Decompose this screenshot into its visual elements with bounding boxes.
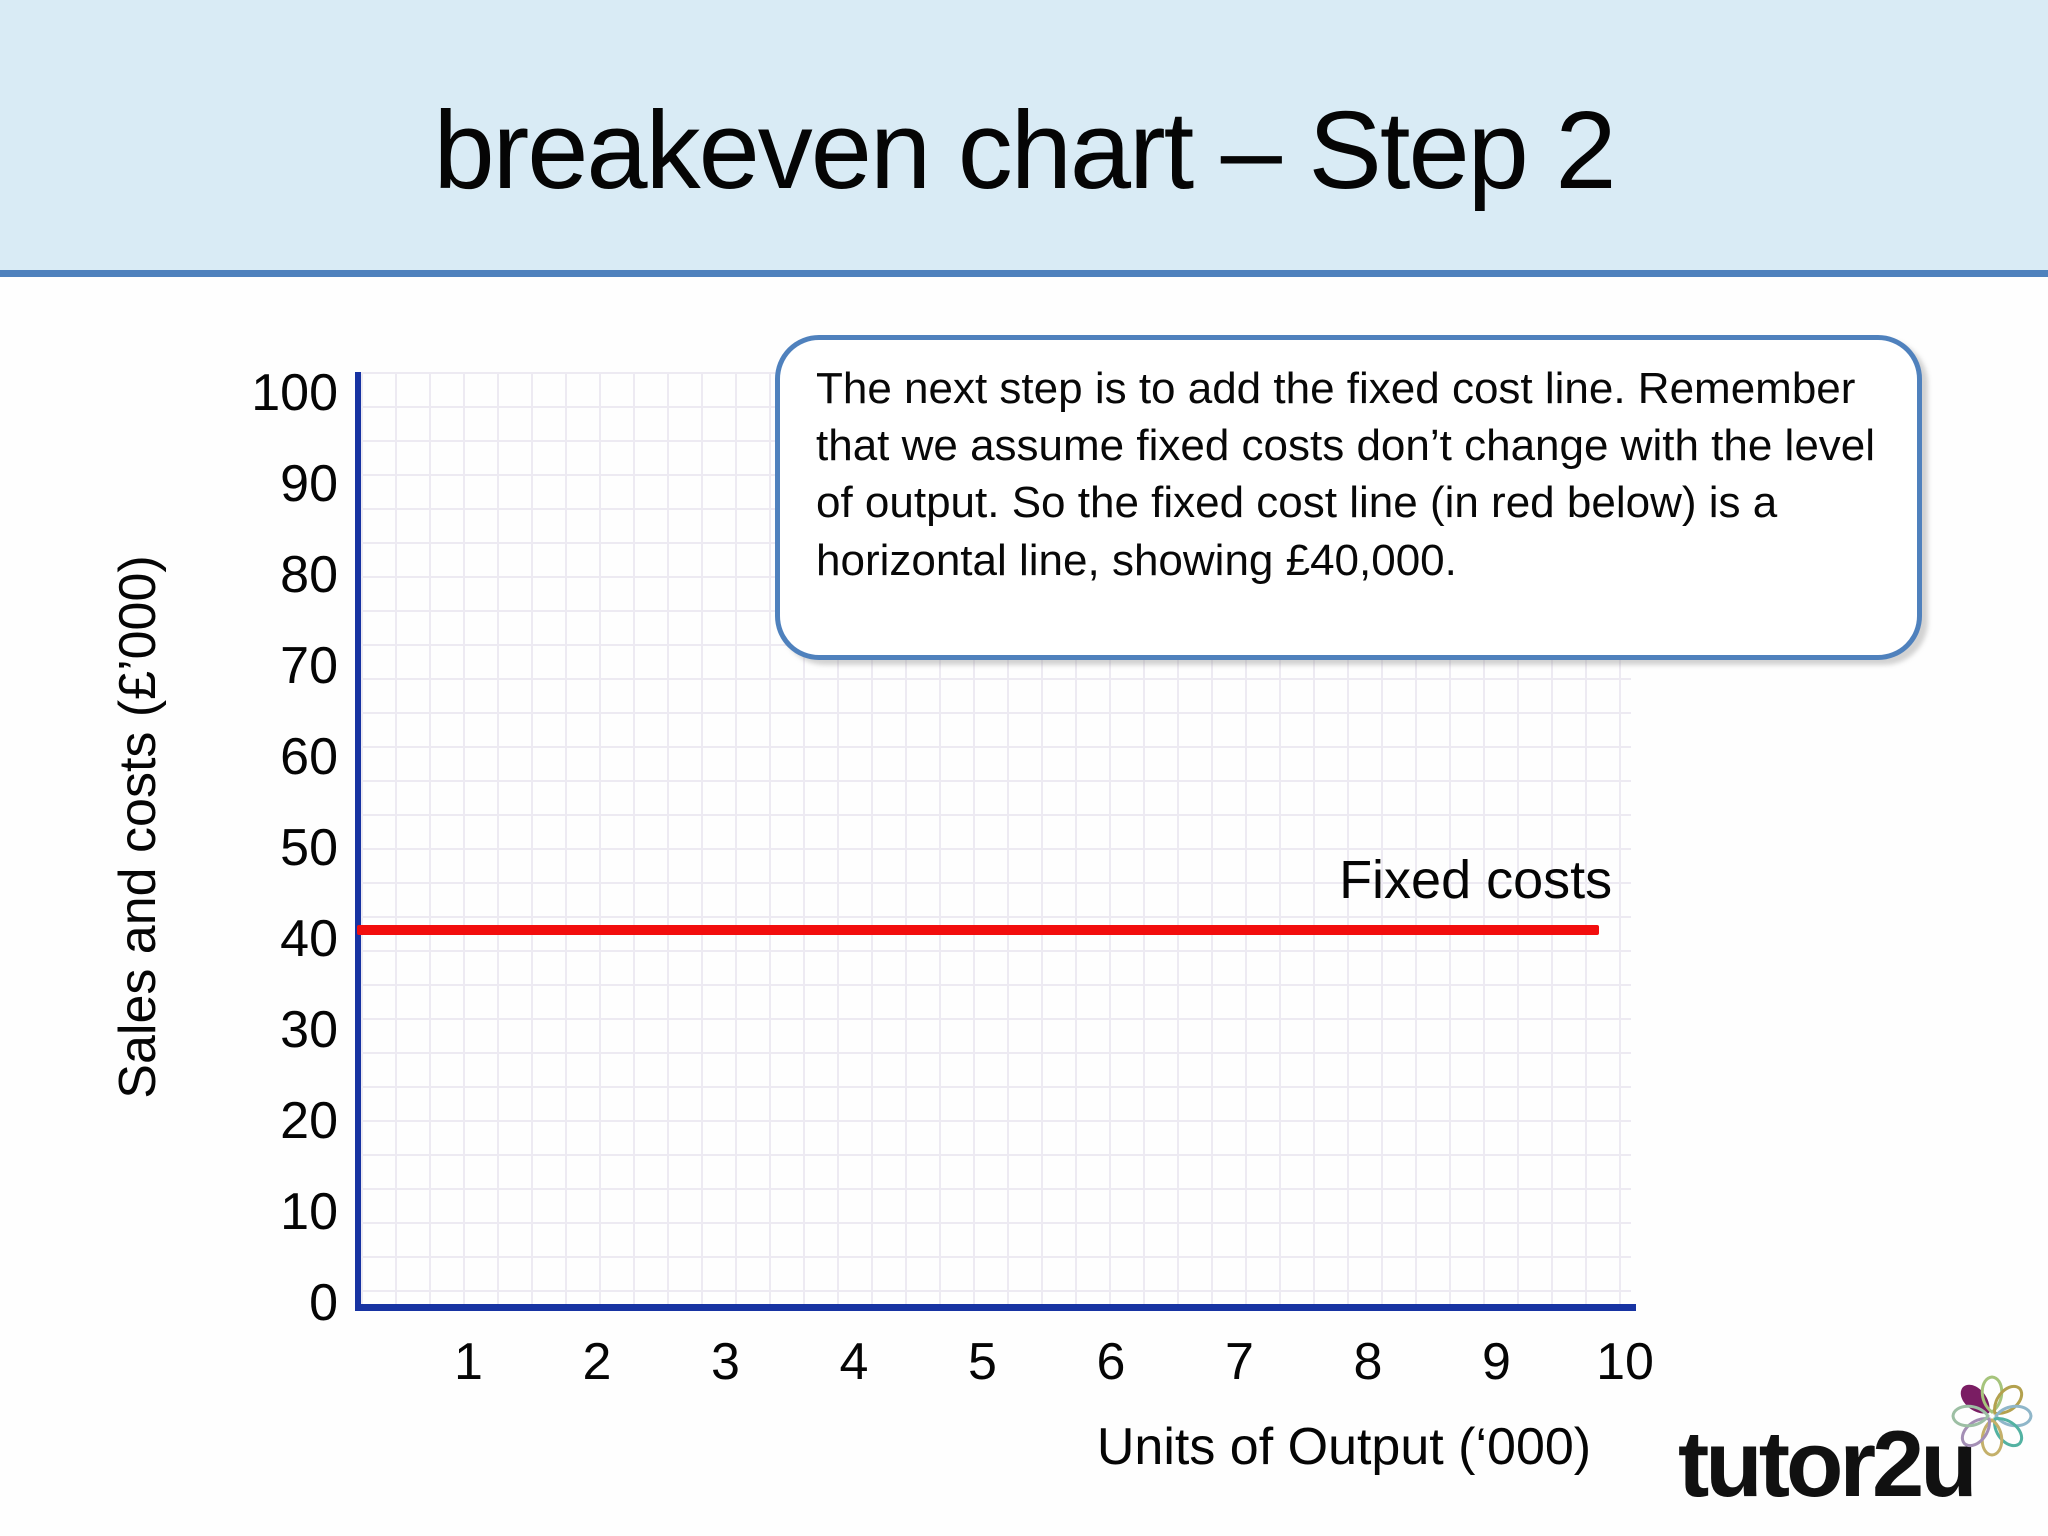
callout-text: The next step is to add the fixed cost l…: [816, 364, 1876, 585]
slide-title: breakeven chart – Step 2: [433, 88, 1616, 212]
y-tick-label: 70: [280, 637, 338, 695]
header-band: breakeven chart – Step 2: [0, 0, 2048, 277]
fixed-costs-label: Fixed costs: [1339, 849, 1613, 910]
y-tick-label: 30: [280, 1001, 338, 1059]
y-tick-label: 100: [251, 364, 338, 422]
x-axis-title: Units of Output (‘000): [1096, 1418, 1592, 1476]
fixed-costs-line: [357, 924, 1600, 935]
x-tick-label: 5: [968, 1333, 997, 1391]
x-tick-label: 4: [839, 1333, 869, 1391]
x-tick-label: 3: [711, 1333, 740, 1391]
tutor2u-flower-icon: [1951, 1375, 2033, 1457]
y-tick-label: 10: [280, 1183, 338, 1241]
tutor2u-logo: tutor2u: [1676, 1360, 2048, 1536]
x-tick-label: 2: [582, 1333, 612, 1391]
x-tick-label: 6: [1096, 1333, 1126, 1391]
y-axis-title: Sales and costs (£’000): [109, 555, 167, 1099]
x-tick-label: 10: [1596, 1333, 1654, 1391]
x-tick-label: 8: [1353, 1333, 1383, 1391]
y-tick-label: 60: [280, 728, 338, 786]
y-tick-label: 90: [280, 455, 338, 513]
y-tick-label: 50: [280, 819, 338, 877]
x-axis-line: [355, 1304, 1636, 1311]
y-tick-label: 0: [309, 1274, 338, 1332]
x-tick-label: 9: [1482, 1333, 1511, 1391]
y-tick-label: 80: [280, 546, 338, 604]
x-tick-label: 7: [1225, 1333, 1254, 1391]
y-tick-label: 20: [280, 1092, 338, 1150]
tutor2u-logo-text: tutor2u: [1678, 1411, 1978, 1516]
y-axis-line: [355, 372, 361, 1311]
x-tick-label: 1: [454, 1333, 483, 1391]
y-tick-label: 40: [280, 910, 338, 968]
callout-box: The next step is to add the fixed cost l…: [775, 335, 1922, 660]
